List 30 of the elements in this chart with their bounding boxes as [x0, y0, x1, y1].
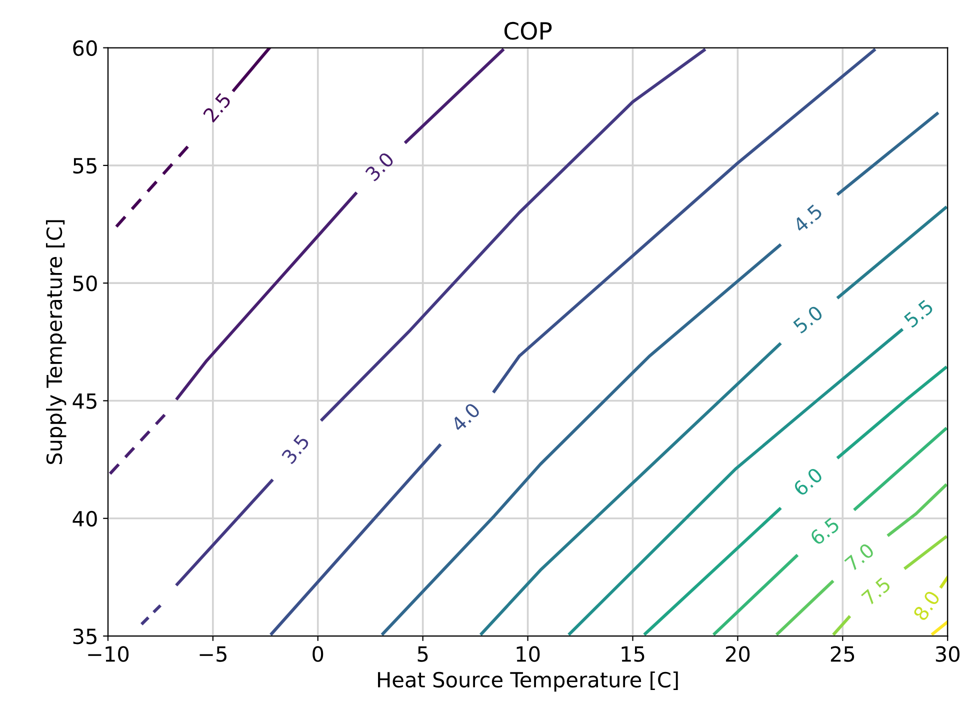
text: 8.0	[912, 590, 941, 622]
x-tick-label: 25	[830, 646, 854, 662]
x-tick-label: 30	[936, 646, 960, 662]
y-tick-label: 40	[72, 510, 97, 527]
text: 2.5	[202, 92, 232, 123]
text: 7.5	[861, 576, 892, 606]
x-tick-label: 15	[622, 646, 644, 662]
x-axis-title: Heat Source Temperature [C]	[378, 671, 678, 692]
text: 5.5	[904, 299, 934, 328]
y-tick-label: 35	[73, 628, 96, 644]
x-tick-label: 0	[312, 646, 324, 662]
y-tick-label: 60	[73, 40, 97, 56]
text: 7.0	[844, 542, 876, 572]
text: 3.0	[364, 151, 395, 182]
y-axis-title: Supply Temperature [C]	[46, 220, 66, 464]
x-tick-label: 5	[418, 646, 428, 662]
x-tick-label: −5	[200, 646, 226, 662]
text: 4.5	[792, 204, 824, 234]
text: 6.5	[809, 516, 840, 546]
x-tick-label: 10	[516, 646, 540, 662]
text: 5.0	[792, 304, 824, 334]
text: 3.5	[281, 434, 310, 465]
chart-title: COP	[504, 22, 552, 40]
y-tick-label: 45	[72, 393, 96, 409]
y-tick-label: 55	[73, 158, 96, 174]
y-tick-label: 50	[73, 276, 97, 292]
x-tick-label: −10	[88, 646, 129, 662]
text: 6.0	[792, 466, 824, 497]
x-tick-label: 20	[726, 646, 750, 662]
text: 4.0	[450, 402, 481, 433]
